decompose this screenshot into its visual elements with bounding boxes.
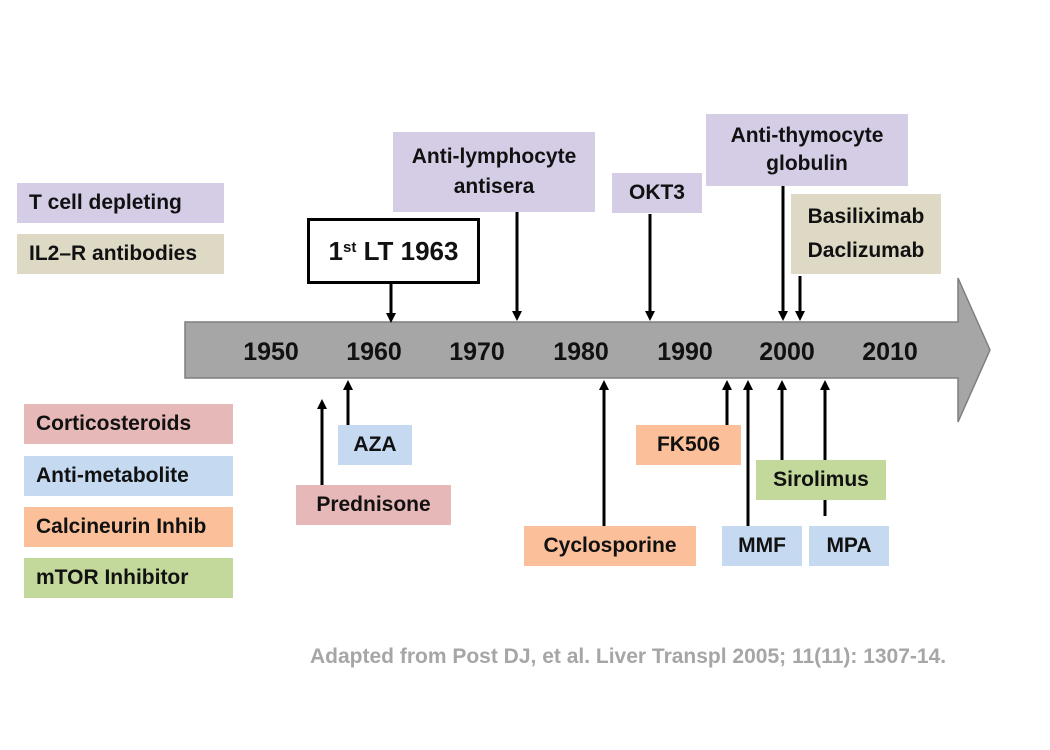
event-anti-lymphocyte-antisera: Anti-lymphocyte antisera — [393, 132, 595, 212]
year-label: 2010 — [862, 338, 918, 366]
event-label: Prednisone — [316, 492, 431, 516]
milestone-prefix: 1 — [328, 235, 343, 266]
legend-corticosteroids: Corticosteroids — [24, 404, 233, 444]
event-label: OKT3 — [628, 180, 685, 204]
event-sirolimus: Sirolimus — [756, 460, 886, 500]
event-label: AZA — [353, 432, 397, 456]
legend-mtor-inhibitor: mTOR Inhibitor — [24, 558, 233, 598]
event-label-basiliximab: Basiliximab — [807, 204, 925, 228]
event-label: FK506 — [656, 432, 721, 456]
event-prednisone: Prednisone — [296, 485, 451, 525]
timeline-arrow — [184, 277, 991, 423]
event-label: MMF — [738, 533, 786, 557]
event-label-line1: Anti-thymocyte — [730, 123, 884, 147]
event-mpa: MPA — [809, 526, 889, 566]
year-label: 1950 — [243, 338, 299, 366]
event-anti-thymocyte-globulin: Anti-thymocyte globulin — [706, 114, 908, 186]
legend-il2r-antibodies: IL2–R antibodies — [17, 234, 224, 274]
year-label: 1960 — [346, 338, 402, 366]
milestone-suffix: LT 1963 — [356, 235, 459, 266]
citation-text: Adapted from Post DJ, et al. Liver Trans… — [310, 645, 947, 668]
event-label-line2: globulin — [766, 151, 848, 175]
year-label: 1980 — [553, 338, 609, 366]
legend-calcineurin-inhib: Calcineurin Inhib — [24, 507, 233, 547]
event-label: MPA — [826, 533, 872, 557]
legend-label: Anti-metabolite — [36, 463, 189, 487]
legend-t-cell-depleting: T cell depleting — [17, 183, 224, 223]
event-mmf: MMF — [722, 526, 802, 566]
event-fk506: FK506 — [636, 425, 741, 465]
event-cyclosporine: Cyclosporine — [524, 526, 696, 566]
event-il2r-antibodies-group: Basiliximab Daclizumab — [791, 194, 941, 274]
legend-label: Calcineurin Inhib — [36, 514, 207, 538]
event-label: Cyclosporine — [543, 533, 677, 557]
legend-label: IL2–R antibodies — [29, 241, 198, 265]
event-label-line2: antisera — [453, 174, 535, 198]
year-label: 1970 — [449, 338, 505, 366]
year-label: 2000 — [759, 338, 815, 366]
legend-label: T cell depleting — [29, 190, 182, 214]
event-label-daclizumab: Daclizumab — [807, 238, 925, 262]
legend-label: Corticosteroids — [36, 411, 192, 435]
milestone-superscript: st — [343, 238, 357, 256]
legend-anti-metabolite: Anti-metabolite — [24, 456, 233, 496]
event-label: Sirolimus — [773, 467, 869, 491]
event-label-line1: Anti-lymphocyte — [411, 144, 577, 168]
event-okt3: OKT3 — [612, 173, 702, 213]
event-aza: AZA — [338, 425, 412, 465]
year-label: 1990 — [657, 338, 713, 366]
legend-label: mTOR Inhibitor — [36, 565, 189, 589]
